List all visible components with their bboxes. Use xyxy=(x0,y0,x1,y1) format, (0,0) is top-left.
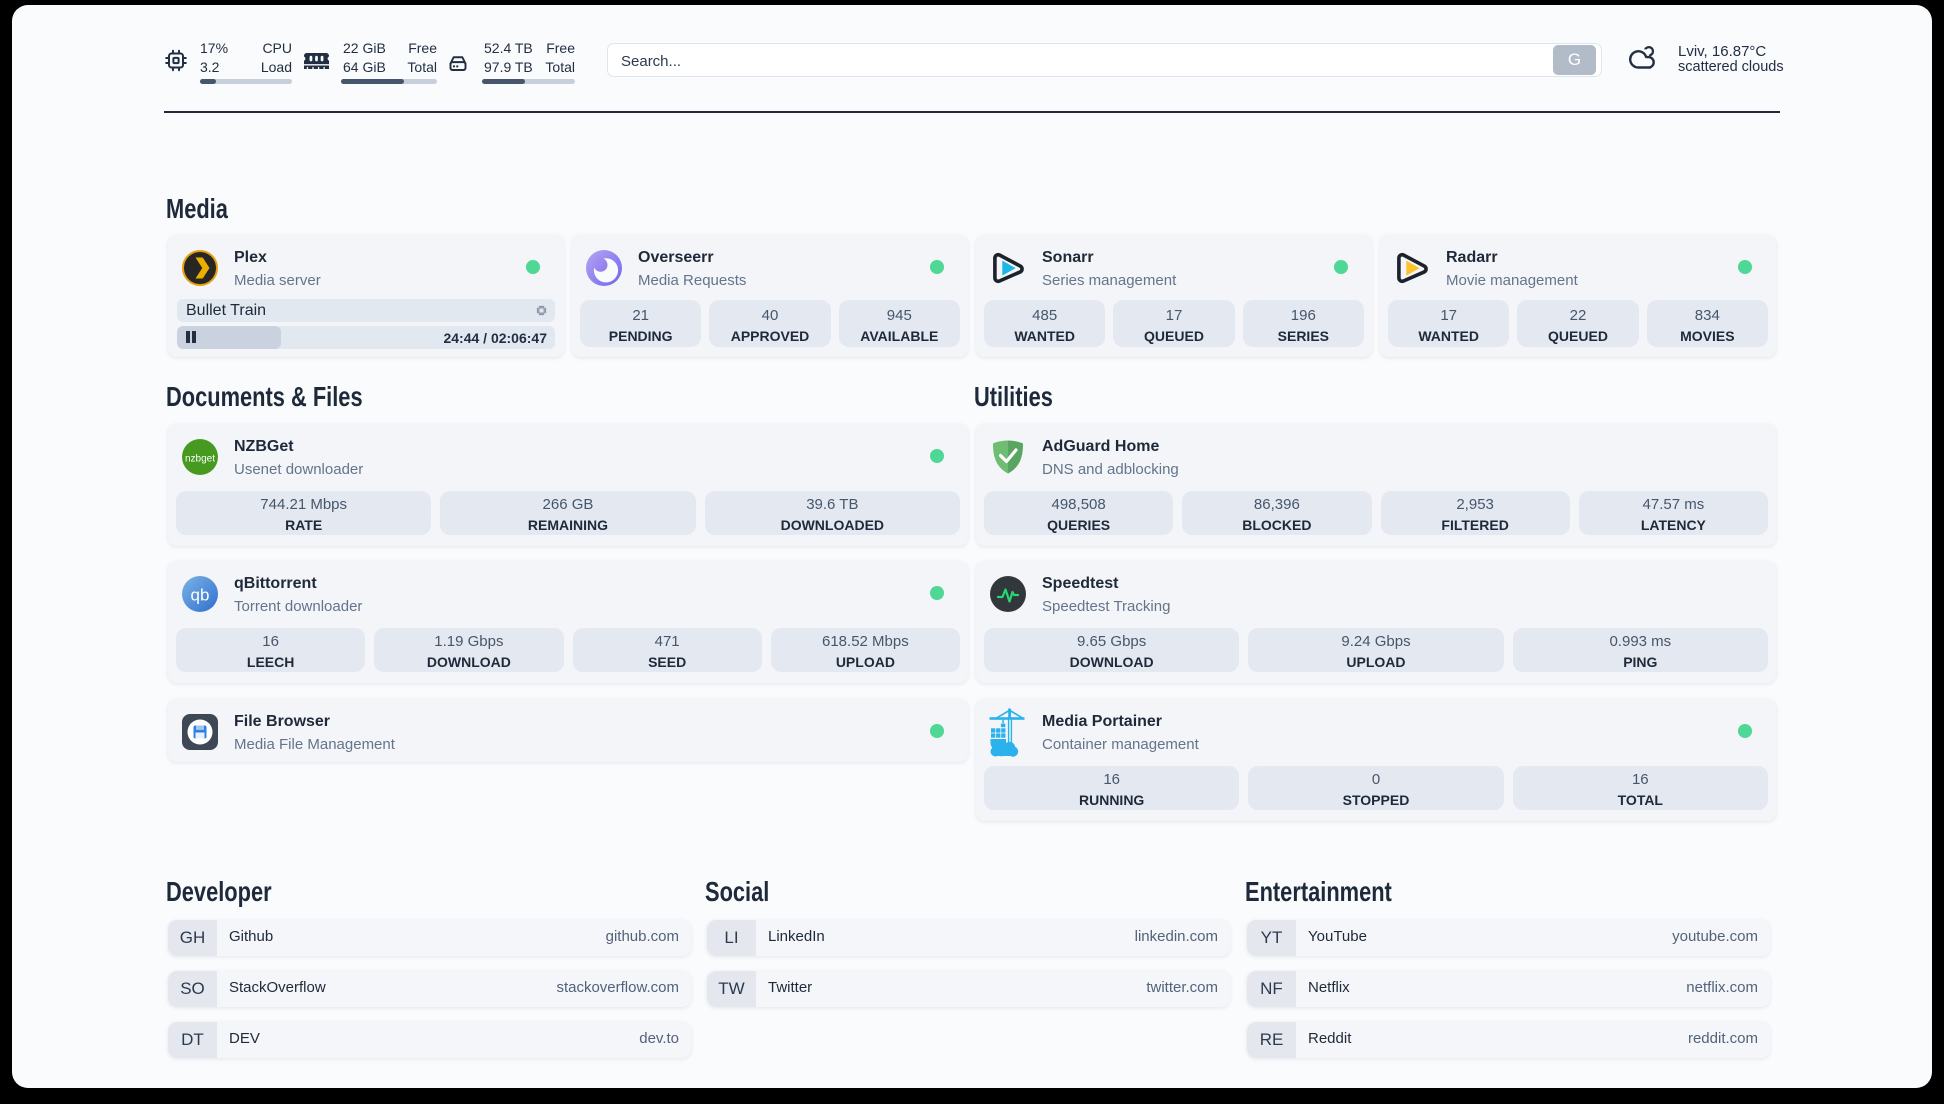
svg-text:nzbget: nzbget xyxy=(185,453,215,464)
svg-text:qb: qb xyxy=(191,586,210,605)
